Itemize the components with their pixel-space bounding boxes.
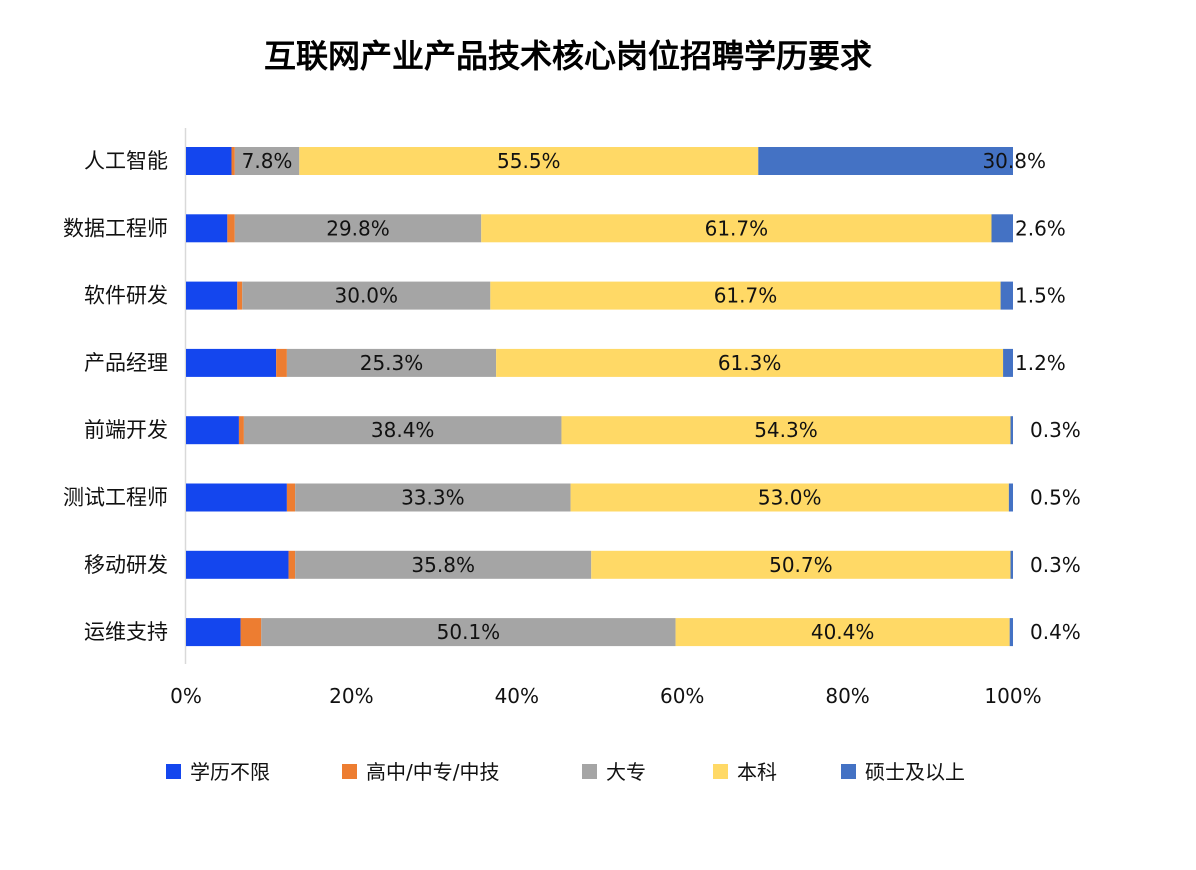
bar-segment [496,348,1004,377]
bar-segment [186,618,241,647]
data-label: 50.1% [437,620,501,644]
legend: 学历不限 高中/中专/中技 大专 本科 硕士及以上 [166,760,965,784]
legend-swatch [166,764,181,779]
bar-segment [186,281,238,310]
bar-segment [675,618,1010,647]
bar-segment [490,281,1001,310]
bar-segment [276,348,287,377]
bar-segment [234,147,300,175]
bar-segment [570,483,1009,512]
data-label: 0.5% [1030,486,1081,510]
bar-segment [299,147,759,175]
bar-segment [227,214,235,243]
x-tick-label: 40% [495,684,539,708]
data-label: 33.3% [401,486,465,510]
chart-title: 互联网产业产品技术核心岗位招聘学历要求 [264,37,872,75]
bar-segment [186,483,287,512]
data-label: 30.8% [982,149,1046,173]
data-label: 55.5% [497,149,561,173]
data-label: 30.0% [335,284,399,308]
bar-segment [295,550,592,579]
data-label: 25.3% [360,351,424,375]
x-tick-label: 100% [984,684,1041,708]
bar-segment [481,214,992,243]
bar-segment [591,550,1011,579]
bar-segment [238,416,244,445]
category-label: 测试工程师 [63,486,168,510]
bar-segment [991,214,1013,243]
legend-swatch [342,764,357,779]
data-label: 2.6% [1015,216,1066,240]
bar-segment [286,483,296,512]
legend-label: 大专 [606,760,646,784]
bar-segment [186,348,277,377]
bar-segment [1009,618,1013,647]
bar-segment [186,214,228,243]
data-label: 35.8% [411,553,475,577]
data-label: 53.0% [758,486,822,510]
legend-label: 硕士及以上 [865,760,965,784]
bar-segment [295,483,571,512]
bar-segment [1010,416,1013,445]
data-label: 1.2% [1015,351,1066,375]
data-label: 0.3% [1030,553,1081,577]
legend-label: 学历不限 [190,760,270,784]
bar-segment [1000,281,1013,310]
category-label: 前端开发 [84,418,168,442]
category-label: 软件研发 [84,284,168,308]
data-label: 61.3% [718,351,782,375]
data-label: 54.3% [754,418,818,442]
data-label: 61.7% [705,216,769,240]
category-label: 运维支持 [84,620,168,644]
bar-segment [286,348,497,377]
x-axis-tick-labels: 0% 20% 40% 60% 80% 100% [170,684,1041,708]
data-label: 61.7% [714,284,778,308]
x-tick-label: 80% [825,684,869,708]
data-label: 1.5% [1015,284,1066,308]
bar-segment [237,281,243,310]
data-label: 38.4% [371,418,435,442]
data-label: 40.4% [811,620,875,644]
bar-segment [242,281,491,310]
bar-segment [234,214,482,243]
data-label: 0.4% [1030,620,1081,644]
bar-segment [1010,550,1013,579]
legend-label: 高中/中专/中技 [366,760,499,784]
category-label: 产品经理 [84,351,168,375]
data-label: 50.7% [769,553,833,577]
bar-segment [243,416,562,445]
bar-segment [240,618,262,647]
bar-segment [186,147,232,175]
data-label: 0.3% [1030,418,1081,442]
legend-swatch [713,764,728,779]
legend-swatch [582,764,597,779]
bar-segment [1008,483,1013,512]
bar-segment [186,416,239,445]
category-label: 人工智能 [84,149,168,173]
category-label: 移动研发 [84,553,168,577]
bar-segment [288,550,296,579]
category-label: 数据工程师 [63,216,168,240]
data-label: 7.8% [242,149,293,173]
legend-swatch [841,764,856,779]
bars-group: 7.8% 55.5% 30.8% 29.8% 61.7% 2.6% 30.0% 61.7% 1.… [186,147,1081,647]
bar-segment [561,416,1011,445]
x-tick-label: 0% [170,684,202,708]
legend-label: 本科 [737,760,777,784]
x-tick-label: 60% [660,684,704,708]
bar-segment [231,147,235,175]
bar-segment [1003,348,1013,377]
bar-segment [186,550,289,579]
bar-segment [261,618,676,647]
bar-segment [758,147,1013,175]
x-tick-label: 20% [329,684,373,708]
data-label: 29.8% [326,216,390,240]
